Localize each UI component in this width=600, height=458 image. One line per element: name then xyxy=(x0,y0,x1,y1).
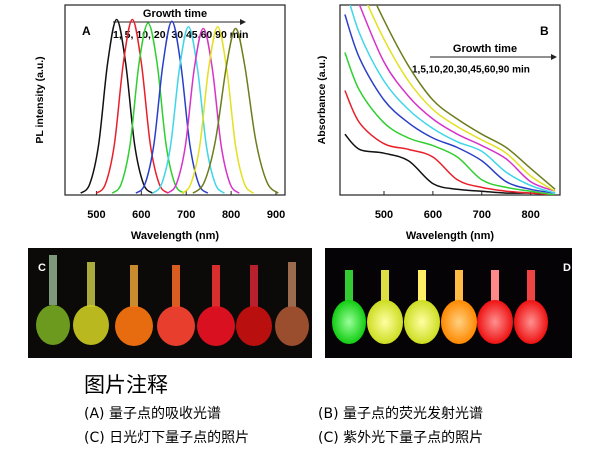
spectrum-line xyxy=(375,5,556,190)
spectrum-line xyxy=(135,20,209,194)
plot-frame xyxy=(64,4,286,196)
annotation-title: Growth time xyxy=(453,43,517,55)
x-tick-label: 800 xyxy=(222,209,240,221)
spectrum-line xyxy=(344,52,556,195)
x-tick-label: 600 xyxy=(424,209,442,221)
annotation-title: Growth time xyxy=(143,8,207,20)
caption-line: (C) 日光灯下量子点的照片 xyxy=(84,430,249,446)
photo-daylight xyxy=(28,248,312,358)
photo-label: D xyxy=(563,262,571,274)
series-group xyxy=(344,5,556,195)
arrow-head xyxy=(240,19,246,25)
x-tick-label: 800 xyxy=(521,209,539,221)
spectrum-line xyxy=(95,18,169,194)
x-tick-label: 900 xyxy=(267,209,285,221)
caption-line: (B) 量子点的荧光发射光谱 xyxy=(318,405,483,422)
x-tick-label: 700 xyxy=(177,209,195,221)
annotation: 1, 5, 10, 20, 30,45,60,90 min xyxy=(113,29,248,41)
x-axis-label: Wavelength (nm) xyxy=(406,230,495,242)
spectrum-line xyxy=(166,27,240,194)
panel-label: B xyxy=(540,24,549,38)
x-axis-label: Wavelength (nm) xyxy=(131,230,220,242)
y-axis-label: PL intensity (a.u.) xyxy=(34,56,46,143)
spectrum-line xyxy=(80,18,154,194)
series-group xyxy=(80,18,279,194)
spectrum-line xyxy=(344,14,556,194)
caption-title: 图片注释 xyxy=(84,373,168,397)
spectrum-line xyxy=(192,27,279,194)
caption-line: (A) 量子点的吸收光谱 xyxy=(84,406,221,422)
panel-label: A xyxy=(82,24,91,38)
spectrum-line xyxy=(111,22,185,194)
caption-line: (C) 紫外光下量子点的照片 xyxy=(318,430,483,446)
x-tick-label: 500 xyxy=(375,209,393,221)
spectrum-line xyxy=(358,5,556,192)
photo-uv xyxy=(325,248,572,358)
x-tick-label: 700 xyxy=(473,209,491,221)
plot-frame xyxy=(339,4,561,196)
photo-label: C xyxy=(38,262,46,274)
spectrum-line xyxy=(152,25,225,194)
x-tick-label: 600 xyxy=(132,209,150,221)
spectrum-line xyxy=(181,25,255,194)
x-tick-label: 500 xyxy=(87,209,105,221)
arrow-head xyxy=(551,54,557,60)
spectrum-line xyxy=(367,5,556,192)
spectrum-line xyxy=(349,5,556,194)
y-axis-label: Absorbance (a.u.) xyxy=(316,56,328,145)
spectrum-line xyxy=(344,133,556,195)
spectrum-line xyxy=(344,90,556,195)
annotation: 1,5,10,20,30,45,60,90 min xyxy=(412,65,530,76)
